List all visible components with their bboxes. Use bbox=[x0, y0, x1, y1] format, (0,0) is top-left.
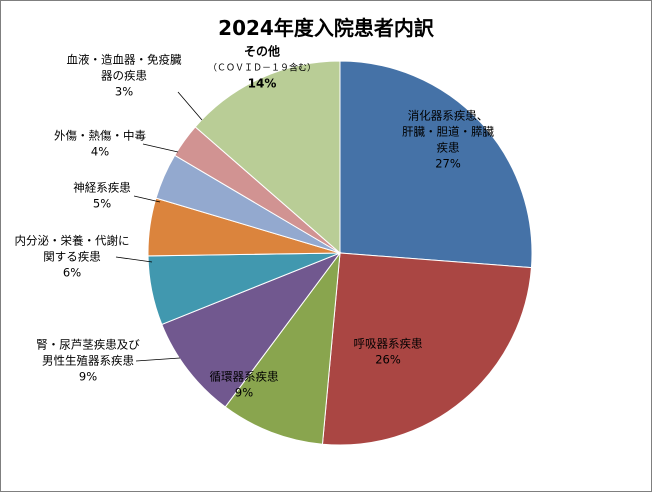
pie-slice-3 bbox=[224, 251, 341, 445]
slice-label-6: 神経系疾患 5% bbox=[73, 181, 131, 211]
slice-name-line: 疾患 bbox=[437, 141, 460, 155]
slice-name-line: 血液・造血器・免疫臓 bbox=[67, 53, 182, 67]
slice-name-line: 男性生殖器系疾患 bbox=[42, 354, 134, 368]
slice-name-line: 神経系疾患 bbox=[73, 181, 131, 195]
slice-label-2: 呼吸器系疾患 26% bbox=[354, 337, 423, 367]
pie-slice-1 bbox=[339, 60, 533, 269]
slice-name-line: 消化器系疾患、 bbox=[408, 109, 489, 123]
slice-name-line: 内分泌・栄養・代謝に bbox=[15, 234, 130, 248]
slice-percent: 5% bbox=[93, 197, 111, 211]
pie-slice-9 bbox=[194, 60, 341, 255]
pie-slice-2 bbox=[321, 252, 532, 446]
slice-percent: 14% bbox=[248, 77, 277, 91]
leader-line-4 bbox=[135, 357, 181, 362]
slice-name-line: 関する疾患 bbox=[43, 250, 101, 264]
slice-name-line: （ＣＯＶＩＤ－１９含む） bbox=[208, 62, 316, 74]
slice-label-3: 循環器系疾患 9% bbox=[210, 370, 279, 400]
slice-name-line: 循環器系疾患 bbox=[210, 370, 279, 384]
slice-name-line: 腎・尿芦茎疾患及び bbox=[36, 338, 140, 352]
slice-percent: 27% bbox=[435, 157, 461, 171]
slice-name-line: その他 bbox=[244, 44, 280, 59]
slice-name-line: 呼吸器系疾患 bbox=[354, 337, 423, 351]
slice-label-9: その他 （ＣＯＶＩＤ－１９含む） 14% bbox=[208, 44, 316, 91]
leader-line-6 bbox=[133, 195, 161, 203]
leader-line-8 bbox=[177, 91, 203, 121]
leader-line-7 bbox=[142, 143, 179, 153]
slice-name-line: 肝臓・胆道・膵臓 bbox=[402, 125, 494, 139]
slice-percent: 9% bbox=[235, 386, 253, 400]
slice-percent: 3% bbox=[115, 85, 133, 99]
chart-title: 2024年度入院患者内訳 bbox=[218, 16, 434, 40]
slice-percent: 4% bbox=[91, 145, 109, 159]
slice-percent: 26% bbox=[375, 353, 401, 367]
slice-percent: 6% bbox=[63, 266, 81, 280]
pie-slice-4 bbox=[161, 251, 342, 408]
slice-label-7: 外傷・熱傷・中毒 4% bbox=[54, 129, 146, 159]
slice-name-line: 器の疾患 bbox=[101, 69, 147, 83]
leader-line-5 bbox=[115, 256, 153, 263]
slice-name-line: 外傷・熱傷・中毒 bbox=[54, 129, 146, 143]
slice-percent: 9% bbox=[79, 370, 97, 384]
